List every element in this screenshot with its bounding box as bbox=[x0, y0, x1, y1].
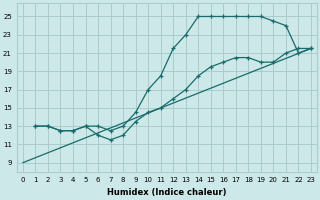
X-axis label: Humidex (Indice chaleur): Humidex (Indice chaleur) bbox=[107, 188, 227, 197]
